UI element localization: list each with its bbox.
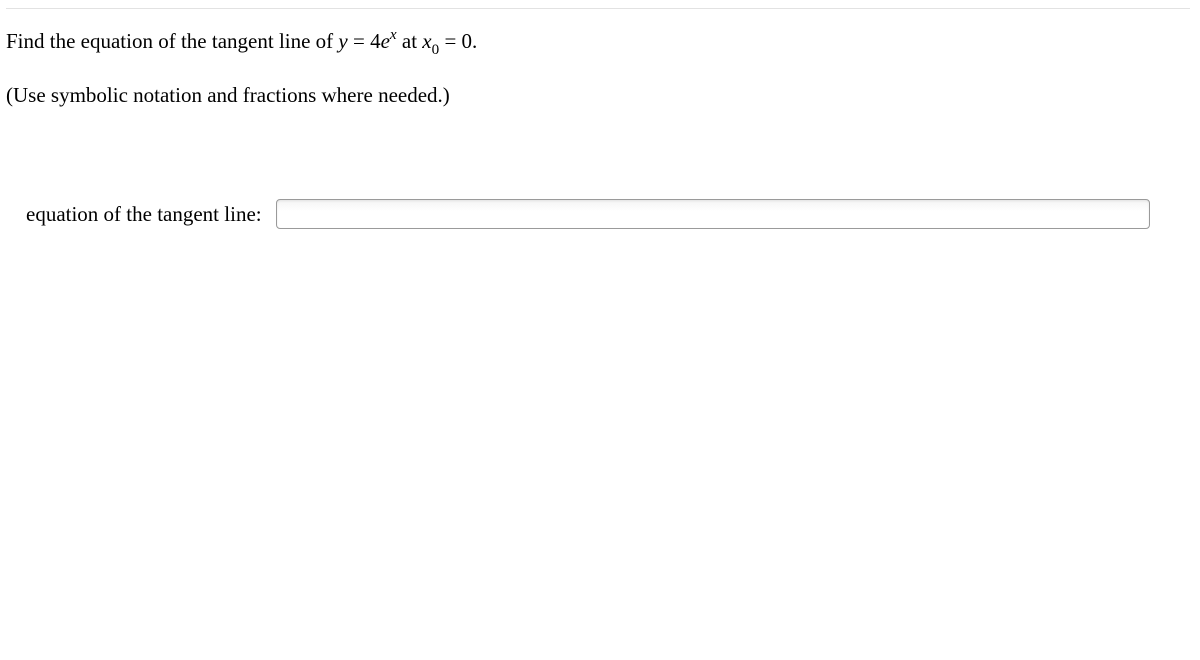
exponent-x: x — [390, 27, 397, 43]
hint-text: (Use symbolic notation and fractions whe… — [6, 82, 1190, 109]
coefficient: 4 — [370, 29, 381, 53]
var-x: x — [422, 29, 431, 53]
equals-1: = — [348, 29, 370, 53]
question-container: Find the equation of the tangent line of… — [0, 0, 1200, 229]
subscript-0: 0 — [432, 42, 440, 58]
answer-label: equation of the tangent line: — [26, 202, 262, 227]
e-base: e — [381, 29, 390, 53]
var-y: y — [338, 29, 347, 53]
x-value: 0. — [462, 29, 478, 53]
top-divider — [6, 8, 1190, 9]
answer-input[interactable] — [276, 199, 1150, 229]
text-prefix: Find the equation of the tangent line of — [6, 29, 338, 53]
problem-statement: Find the equation of the tangent line of… — [6, 27, 1190, 60]
answer-row: equation of the tangent line: — [6, 199, 1190, 229]
at-text: at — [397, 29, 423, 53]
equals-2: = — [439, 29, 461, 53]
